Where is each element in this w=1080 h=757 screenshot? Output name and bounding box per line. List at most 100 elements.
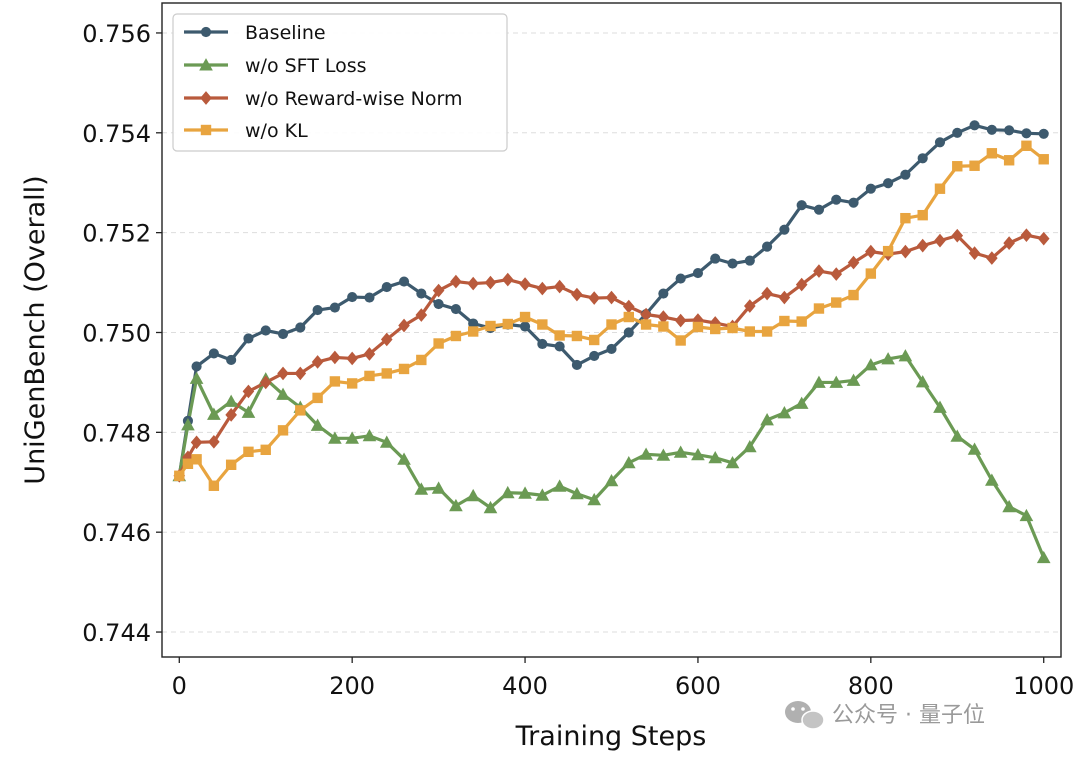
data-point-w-o-reward-wise-norm bbox=[380, 332, 393, 347]
y-tick-label: 0.754 bbox=[82, 120, 151, 148]
data-point-baseline bbox=[900, 169, 911, 180]
series-lines bbox=[177, 123, 1046, 560]
data-point-w-o-sft-loss bbox=[181, 418, 195, 431]
data-point-w-o-reward-wise-norm bbox=[415, 308, 428, 322]
data-point-w-o-kl bbox=[1038, 154, 1049, 165]
y-tick-label: 0.756 bbox=[82, 20, 151, 48]
data-point-w-o-sft-loss bbox=[397, 452, 411, 465]
x-tick-label: 600 bbox=[675, 672, 721, 700]
data-point-w-o-kl bbox=[744, 326, 756, 337]
data-point-baseline bbox=[398, 276, 410, 287]
data-point-w-o-reward-wise-norm bbox=[277, 366, 289, 381]
data-point-w-o-kl bbox=[346, 378, 358, 389]
data-point-baseline bbox=[191, 361, 202, 372]
data-point-w-o-reward-wise-norm bbox=[346, 351, 358, 366]
data-point-baseline bbox=[277, 328, 289, 340]
y-tick-label: 0.746 bbox=[82, 519, 151, 547]
data-point-w-o-kl bbox=[640, 319, 652, 330]
data-point-w-o-sft-loss bbox=[466, 488, 481, 502]
data-point-w-o-kl bbox=[675, 335, 686, 346]
data-point-w-o-reward-wise-norm bbox=[432, 283, 445, 298]
data-point-w-o-sft-loss bbox=[742, 439, 757, 453]
data-point-baseline bbox=[226, 354, 237, 366]
data-point-baseline bbox=[813, 204, 825, 215]
data-point-w-o-kl bbox=[917, 209, 928, 221]
data-point-baseline bbox=[260, 325, 271, 336]
data-point-w-o-kl bbox=[416, 354, 427, 366]
watermark: 公众号 · 量子位 bbox=[785, 701, 985, 730]
data-point-baseline bbox=[364, 292, 375, 303]
series-markers bbox=[172, 120, 1051, 564]
data-point-baseline bbox=[468, 318, 479, 329]
data-point-w-o-reward-wise-norm bbox=[761, 286, 773, 301]
y-tick-label: 0.750 bbox=[82, 319, 151, 347]
data-point-w-o-kl bbox=[182, 458, 194, 469]
data-point-w-o-kl bbox=[831, 297, 842, 308]
legend-marker-w-o-kl bbox=[200, 124, 212, 136]
x-tick-label: 200 bbox=[329, 672, 375, 700]
data-point-w-o-kl bbox=[277, 425, 289, 436]
data-point-w-o-kl bbox=[606, 319, 617, 330]
data-point-w-o-sft-loss bbox=[725, 455, 740, 469]
data-point-w-o-kl bbox=[450, 330, 462, 342]
data-point-w-o-kl bbox=[779, 315, 790, 327]
data-point-w-o-sft-loss bbox=[345, 431, 359, 444]
data-point-w-o-sft-loss bbox=[328, 431, 342, 444]
y-tick-label: 0.752 bbox=[82, 220, 151, 248]
data-point-baseline bbox=[779, 224, 790, 235]
wechat-icon bbox=[785, 701, 825, 730]
data-point-w-o-kl bbox=[796, 316, 807, 327]
legend-label-wo-kl: w/o KL bbox=[245, 120, 308, 142]
data-point-baseline bbox=[727, 258, 738, 269]
data-point-w-o-reward-wise-norm bbox=[622, 299, 635, 314]
data-point-w-o-kl bbox=[260, 444, 271, 456]
data-point-w-o-reward-wise-norm bbox=[934, 233, 946, 248]
data-point-w-o-reward-wise-norm bbox=[190, 435, 203, 450]
data-point-w-o-reward-wise-norm bbox=[830, 267, 843, 281]
data-point-w-o-sft-loss bbox=[846, 373, 861, 386]
data-point-w-o-sft-loss bbox=[535, 488, 550, 501]
data-point-w-o-reward-wise-norm bbox=[968, 246, 981, 260]
legend-label-baseline: Baseline bbox=[245, 22, 326, 44]
data-point-w-o-reward-wise-norm bbox=[294, 366, 307, 381]
x-axis-title: Training Steps bbox=[515, 721, 707, 752]
data-point-w-o-kl bbox=[467, 326, 479, 337]
data-point-w-o-sft-loss bbox=[189, 371, 204, 384]
data-point-w-o-sft-loss bbox=[310, 418, 325, 431]
data-point-baseline bbox=[329, 302, 340, 313]
data-point-w-o-kl bbox=[295, 405, 306, 416]
data-point-baseline bbox=[1004, 125, 1015, 136]
data-point-w-o-sft-loss bbox=[898, 349, 913, 362]
data-point-w-o-sft-loss bbox=[379, 435, 394, 448]
data-point-baseline bbox=[710, 253, 721, 264]
data-point-w-o-sft-loss bbox=[812, 375, 826, 388]
y-axis-title: UniGenBench (Overall) bbox=[20, 175, 51, 484]
x-tick-label: 400 bbox=[502, 672, 548, 700]
data-point-w-o-reward-wise-norm bbox=[588, 291, 601, 305]
x-tick-label: 0 bbox=[172, 672, 187, 700]
data-point-w-o-kl bbox=[969, 160, 980, 171]
data-point-w-o-reward-wise-norm bbox=[899, 244, 912, 259]
data-point-w-o-reward-wise-norm bbox=[311, 355, 324, 369]
data-point-w-o-kl bbox=[208, 480, 220, 491]
data-point-baseline bbox=[934, 137, 946, 148]
data-point-w-o-sft-loss bbox=[1019, 508, 1034, 522]
x-tick-label: 800 bbox=[848, 672, 894, 700]
data-point-w-o-sft-loss bbox=[864, 358, 878, 371]
data-point-w-o-reward-wise-norm bbox=[1037, 231, 1050, 246]
data-point-baseline bbox=[986, 124, 997, 135]
legend-box bbox=[172, 13, 508, 152]
data-point-baseline bbox=[969, 120, 980, 131]
data-point-baseline bbox=[917, 153, 928, 164]
data-point-baseline bbox=[762, 241, 773, 252]
data-point-w-o-kl bbox=[623, 311, 634, 323]
data-point-w-o-sft-loss bbox=[621, 455, 636, 469]
data-point-w-o-kl bbox=[952, 161, 963, 172]
data-point-w-o-kl bbox=[312, 392, 323, 404]
data-point-w-o-sft-loss bbox=[224, 394, 238, 407]
data-point-w-o-sft-loss bbox=[552, 479, 567, 492]
data-point-w-o-reward-wise-norm bbox=[865, 244, 877, 259]
data-point-w-o-kl bbox=[1021, 140, 1032, 151]
data-point-w-o-reward-wise-norm bbox=[242, 384, 255, 399]
